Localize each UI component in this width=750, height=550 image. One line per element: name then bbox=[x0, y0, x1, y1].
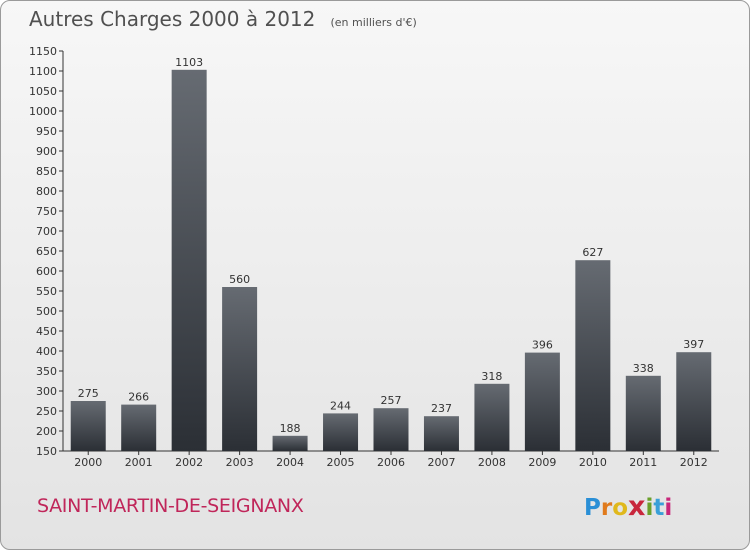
chart-subtitle: (en milliers d'€) bbox=[330, 16, 417, 29]
x-axis: 2000 2001 2002 2003 2004 2005 2006 2007 2008 2009… bbox=[63, 450, 719, 469]
y-axis: 150 200 250 300 350 400 450 500 550 600 650 700 750 8… bbox=[29, 45, 64, 458]
y-tick-label: 200 bbox=[36, 425, 57, 438]
commune-name: SAINT-MARTIN-DE-SEIGNANX bbox=[37, 495, 304, 517]
y-tick-label: 800 bbox=[36, 185, 57, 198]
y-tick-label: 400 bbox=[36, 345, 57, 358]
y-tick-label: 950 bbox=[36, 125, 57, 138]
data-label: 266 bbox=[128, 391, 149, 404]
y-tick-label: 1100 bbox=[29, 65, 57, 78]
y-tick-label: 500 bbox=[36, 305, 57, 318]
x-tick-label: 2009 bbox=[528, 456, 556, 469]
bar-2010 bbox=[575, 260, 611, 451]
bar-2001 bbox=[121, 404, 157, 451]
bar-2006 bbox=[373, 408, 409, 451]
data-label: 627 bbox=[582, 246, 603, 259]
bar-2000 bbox=[70, 401, 106, 451]
y-tick-label: 150 bbox=[36, 445, 57, 458]
bars bbox=[70, 69, 712, 452]
data-label: 397 bbox=[683, 338, 704, 351]
bar-2007 bbox=[423, 416, 459, 451]
data-label: 188 bbox=[280, 422, 301, 435]
y-tick-label: 450 bbox=[36, 325, 57, 338]
y-tick-label: 850 bbox=[36, 165, 57, 178]
x-tick-label: 2008 bbox=[478, 456, 506, 469]
logo-letter: i bbox=[664, 495, 673, 521]
x-tick-label: 2010 bbox=[579, 456, 607, 469]
y-tick-label: 600 bbox=[36, 265, 57, 278]
bar-2009 bbox=[524, 352, 560, 451]
data-label: 237 bbox=[431, 402, 452, 415]
y-tick-label: 250 bbox=[36, 405, 57, 418]
data-label: 257 bbox=[381, 394, 402, 407]
y-tick-label: 300 bbox=[36, 385, 57, 398]
chart-title: Autres Charges 2000 à 2012 bbox=[29, 7, 316, 31]
title-row: Autres Charges 2000 à 2012 (en milliers … bbox=[29, 7, 417, 31]
x-tick-label: 2005 bbox=[327, 456, 355, 469]
logo-letter: t bbox=[653, 495, 665, 521]
x-tick-label: 2002 bbox=[175, 456, 203, 469]
x-tick-label: 2007 bbox=[427, 456, 455, 469]
y-tick-label: 700 bbox=[36, 225, 57, 238]
logo-letter: o bbox=[612, 495, 629, 521]
bar-2011 bbox=[625, 375, 661, 451]
logo-letter: i bbox=[645, 495, 654, 521]
data-label: 338 bbox=[633, 362, 654, 375]
bar-2008 bbox=[474, 383, 510, 451]
logo-letter: P bbox=[584, 495, 601, 521]
data-label: 396 bbox=[532, 339, 553, 352]
logo-letter: r bbox=[600, 495, 613, 521]
bar-2003 bbox=[222, 287, 258, 451]
x-tick-label: 2001 bbox=[125, 456, 153, 469]
proxiti-logo: Proxiti bbox=[584, 491, 672, 522]
bar-2002 bbox=[171, 69, 207, 452]
data-label: 1103 bbox=[175, 56, 203, 69]
logo-letter: x bbox=[628, 491, 646, 522]
x-tick-label: 2000 bbox=[74, 456, 102, 469]
y-tick-label: 550 bbox=[36, 285, 57, 298]
x-tick-label: 2011 bbox=[629, 456, 657, 469]
x-tick-label: 2012 bbox=[680, 456, 708, 469]
y-tick-label: 1050 bbox=[29, 85, 57, 98]
y-tick-label: 900 bbox=[36, 145, 57, 158]
data-label: 244 bbox=[330, 399, 351, 412]
bar-2012 bbox=[676, 352, 712, 451]
y-tick-label: 350 bbox=[36, 365, 57, 378]
data-label: 560 bbox=[229, 273, 250, 286]
data-labels: 275 266 1103 560 188 244 257 237 318 396 627 338 397 bbox=[78, 56, 705, 435]
x-tick-label: 2004 bbox=[276, 456, 304, 469]
data-label: 275 bbox=[78, 387, 99, 400]
y-tick-label: 650 bbox=[36, 245, 57, 258]
bar-2004 bbox=[272, 435, 308, 451]
bar-2005 bbox=[323, 413, 359, 451]
y-tick-label: 1000 bbox=[29, 105, 57, 118]
y-tick-label: 750 bbox=[36, 205, 57, 218]
data-label: 318 bbox=[481, 370, 502, 383]
y-tick-label: 1150 bbox=[29, 45, 57, 58]
x-tick-label: 2003 bbox=[226, 456, 254, 469]
x-tick-label: 2006 bbox=[377, 456, 405, 469]
